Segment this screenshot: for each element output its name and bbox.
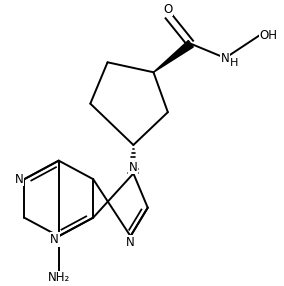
Text: NH₂: NH₂ xyxy=(48,271,70,285)
Polygon shape xyxy=(153,41,193,72)
Text: N: N xyxy=(15,173,24,186)
Text: N: N xyxy=(50,233,59,246)
Text: N: N xyxy=(221,51,230,65)
Text: H: H xyxy=(230,58,238,68)
Text: N: N xyxy=(126,236,135,249)
Text: N: N xyxy=(129,161,138,174)
Text: OH: OH xyxy=(260,29,278,42)
Text: O: O xyxy=(163,3,172,16)
